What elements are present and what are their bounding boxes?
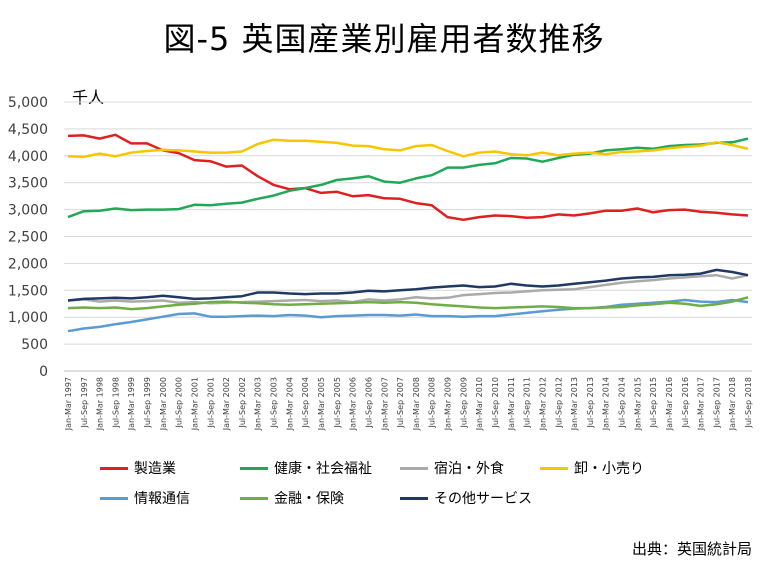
x-tick-label: Jan-Mar 2018	[728, 377, 737, 431]
series-line	[67, 138, 749, 159]
x-tick-label: Jul-Sep 2006	[364, 377, 373, 429]
y-tick-labels: 0 500 1,000 1,500 2,000 2,500 3,000 3,500 4,000 4…	[8, 95, 48, 380]
x-tick-label: Jan-Mar 2005	[317, 377, 326, 431]
legend-label: 卸・小売り	[574, 461, 644, 477]
series-line	[67, 273, 749, 305]
series-lines	[67, 133, 749, 333]
legend-swatch	[100, 496, 128, 500]
x-tick-label: Jul-Sep 2005	[333, 377, 342, 429]
legend-swatch	[240, 496, 268, 500]
x-tick-label: Jan-Mar 2006	[349, 377, 358, 431]
series-line	[67, 137, 749, 219]
y-tick-label: 4,000	[8, 149, 48, 165]
x-tick-label: Jul-Sep 2003	[270, 377, 279, 429]
legend-item: 金融・保険	[240, 488, 344, 508]
legend-label: 宿泊・外食	[434, 461, 504, 477]
x-tick-label: Jan-Mar 2010	[475, 377, 484, 431]
legend-swatch	[240, 466, 268, 470]
grid-lines	[64, 101, 752, 372]
y-tick-label: 2,000	[8, 256, 48, 272]
x-tick-label: Jul-Sep 2007	[396, 377, 405, 429]
legend-swatch	[400, 496, 428, 500]
x-tick-label: Jan-Mar 2017	[697, 377, 706, 431]
x-tick-label: Jan-Mar 2000	[159, 377, 168, 431]
x-tick-label: Jul-Sep 2001	[206, 377, 215, 429]
x-tick-label: Jan-Mar 2004	[285, 377, 294, 431]
legend-swatch	[400, 466, 428, 470]
x-tick-label: Jul-Sep 2002	[238, 377, 247, 429]
x-tick-label: Jan-Mar 2009	[444, 377, 453, 431]
x-tick-label: Jul-Sep 2017	[712, 377, 721, 429]
x-tick-label: Jul-Sep 2011	[523, 377, 532, 429]
legend-item: 卸・小売り	[540, 458, 644, 478]
x-tick-label: Jan-Mar 2003	[254, 377, 263, 431]
legend: 製造業 健康・社会福祉 宿泊・外食 卸・小売り情報通信 金融・保険 その他サービス	[100, 458, 700, 518]
x-tick-label: Jul-Sep 2004	[301, 377, 310, 429]
x-tick-label: Jan-Mar 1997	[64, 377, 73, 431]
x-tick-label: Jul-Sep 2008	[428, 377, 437, 429]
legend-item: 宿泊・外食	[400, 458, 504, 478]
x-tick-label: Jan-Mar 2001	[190, 377, 199, 431]
x-tick-labels: Jan-Mar 1997 Jul-Sep 1997 Jan-Mar 1998 Jul-…	[64, 377, 753, 431]
x-tick-label: Jan-Mar 2002	[222, 377, 231, 431]
x-tick-label: Jul-Sep 2000	[175, 377, 184, 429]
x-tick-label: Jul-Sep 1998	[111, 377, 120, 429]
y-tick-label: 3,500	[8, 176, 48, 192]
x-tick-label: Jan-Mar 2007	[380, 377, 389, 431]
legend-item: 健康・社会福祉	[240, 458, 372, 478]
y-tick-label: 0	[39, 364, 48, 380]
x-tick-label: Jan-Mar 1999	[127, 377, 136, 431]
x-tick-label: Jan-Mar 2014	[602, 377, 611, 431]
x-tick-label: Jul-Sep 2016	[681, 377, 690, 429]
legend-swatch	[540, 466, 568, 470]
legend-label: その他サービス	[434, 491, 532, 507]
series-line	[67, 296, 749, 311]
x-tick-label: Jan-Mar 2011	[507, 377, 516, 431]
series-line	[67, 268, 749, 302]
x-tick-label: Jul-Sep 1999	[143, 377, 152, 429]
legend-item: 情報通信	[100, 488, 190, 508]
x-tick-label: Jul-Sep 2009	[459, 377, 468, 429]
y-tick-label: 1,500	[8, 283, 48, 299]
x-tick-label: Jan-Mar 2013	[570, 377, 579, 431]
x-tick-label: Jan-Mar 2015	[633, 377, 642, 431]
y-tick-label: 1,000	[8, 310, 48, 326]
y-tick-label: 5,000	[8, 95, 48, 111]
x-tick-label: Jul-Sep 2014	[618, 377, 627, 429]
legend-item: その他サービス	[400, 488, 532, 508]
x-tick-label: Jul-Sep 1997	[80, 377, 89, 429]
y-tick-label: 500	[21, 337, 48, 353]
chart-title: 図-5 英国産業別雇用者数推移	[163, 20, 605, 58]
legend-label: 情報通信	[134, 491, 190, 507]
x-tick-label: Jan-Mar 1998	[96, 377, 105, 431]
y-tick-label: 2,500	[8, 230, 48, 246]
x-tick-label: Jan-Mar 2016	[665, 377, 674, 431]
y-tick-label: 3,000	[8, 203, 48, 219]
series-line	[67, 298, 749, 333]
legend-item: 製造業	[100, 458, 176, 478]
x-tick-label: Jul-Sep 2015	[649, 377, 658, 429]
source-note: 出典：英国統計局	[631, 540, 752, 558]
x-tick-label: Jul-Sep 2018	[744, 377, 753, 429]
x-tick-label: Jul-Sep 2010	[491, 377, 500, 429]
y-tick-label: 4,500	[8, 122, 48, 138]
x-tick-label: Jul-Sep 2013	[586, 377, 595, 429]
x-tick-label: Jan-Mar 2012	[538, 377, 547, 431]
legend-label: 健康・社会福祉	[274, 461, 372, 477]
series-line	[67, 133, 749, 222]
legend-label: 製造業	[134, 461, 176, 477]
x-tick-label: Jul-Sep 2012	[554, 377, 563, 429]
legend-label: 金融・保険	[274, 491, 344, 507]
legend-swatch	[100, 466, 128, 470]
x-tick-label: Jan-Mar 2008	[412, 377, 421, 431]
